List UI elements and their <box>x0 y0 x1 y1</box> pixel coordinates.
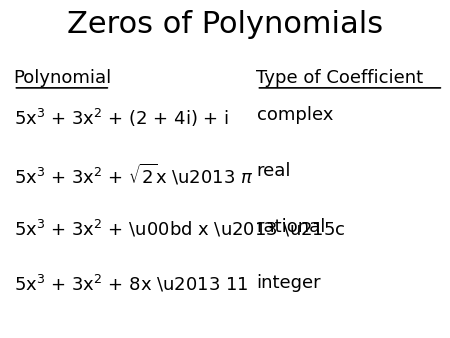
Text: complex: complex <box>256 106 333 124</box>
Text: Type of Coefficient: Type of Coefficient <box>256 69 423 87</box>
Text: Polynomial: Polynomial <box>14 69 112 87</box>
Text: integer: integer <box>256 274 321 292</box>
Text: 5x$^3$ + 3x$^2$ + 8x \u2013 11: 5x$^3$ + 3x$^2$ + 8x \u2013 11 <box>14 274 248 295</box>
Text: real: real <box>256 162 291 180</box>
Text: Zeros of Polynomials: Zeros of Polynomials <box>67 10 383 39</box>
Text: 5x$^3$ + 3x$^2$ + (2 + 4i) + i: 5x$^3$ + 3x$^2$ + (2 + 4i) + i <box>14 106 229 128</box>
Text: 5x$^3$ + 3x$^2$ + $\sqrt{2}$x \u2013 $\pi$: 5x$^3$ + 3x$^2$ + $\sqrt{2}$x \u2013 $\p… <box>14 162 253 187</box>
Text: 5x$^3$ + 3x$^2$ + \u00bd x \u2013 \u215c: 5x$^3$ + 3x$^2$ + \u00bd x \u2013 \u215c <box>14 218 345 239</box>
Text: rational: rational <box>256 218 326 236</box>
